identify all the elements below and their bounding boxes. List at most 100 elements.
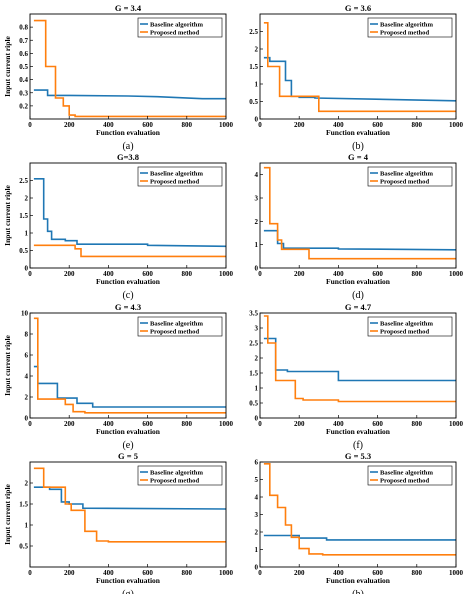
x-axis-label: Function evaluation xyxy=(326,576,391,585)
legend-label-proposed: Proposed method xyxy=(380,477,429,484)
y-tick-label: 2 xyxy=(255,529,259,537)
plot-frame xyxy=(259,312,457,419)
y-tick-label: 0 xyxy=(25,415,29,423)
y-tick-label: 1 xyxy=(25,522,29,530)
legend-label-baseline: Baseline algorithm xyxy=(150,320,203,327)
y-tick-label: 1 xyxy=(255,241,259,249)
x-tick-label: 400 xyxy=(333,270,344,278)
x-tick-label: 600 xyxy=(372,569,383,577)
legend-box xyxy=(137,17,223,38)
y-tick-label: 1 xyxy=(25,230,29,238)
x-tick-label: 200 xyxy=(64,569,75,577)
x-tick-label: 600 xyxy=(372,420,383,428)
subplot-2: G = 3.6 0 200 400 600 800 1000 0 0.5 1 1.5 2 2.5 Func… xyxy=(249,3,463,152)
x-axis-label: Function evaluation xyxy=(96,427,161,436)
legend-box xyxy=(137,465,223,486)
x-tick-label: 800 xyxy=(182,121,193,129)
plot-title: G = 5.3 xyxy=(345,451,371,461)
x-tick-label: 400 xyxy=(333,121,344,129)
x-tick-label: 0 xyxy=(258,270,262,278)
series-group xyxy=(263,462,456,556)
legend-label-proposed: Proposed method xyxy=(150,477,199,484)
y-tick-label: 1 xyxy=(255,546,259,554)
x-tick-label: 0 xyxy=(28,121,32,129)
x-axis-label: Function evaluation xyxy=(96,128,161,137)
y-tick-label: 10 xyxy=(21,310,29,318)
proposed-series-line xyxy=(33,244,226,258)
y-tick-label: 0.8 xyxy=(19,24,28,32)
subplot-4: G = 4 0 200 400 600 800 1000 0 1 2 3 4 Function eval… xyxy=(255,152,464,301)
panel-label: (f) xyxy=(353,440,363,451)
plot-frame xyxy=(259,162,457,269)
legend-label-baseline: Baseline algorithm xyxy=(380,170,433,177)
y-tick-label: 0.5 xyxy=(249,98,258,106)
subplot-5: G = 4.3 0 200 400 600 800 1000 0 2 4 6 8 10 Function … xyxy=(3,302,234,451)
series-group xyxy=(33,19,226,118)
baseline-series-line xyxy=(33,178,226,248)
plot-title: G = 4 xyxy=(348,152,369,162)
x-tick-label: 200 xyxy=(64,121,75,129)
x-tick-label: 1000 xyxy=(449,270,464,278)
x-tick-label: 1000 xyxy=(219,420,234,428)
x-tick-label: 400 xyxy=(333,569,344,577)
legend-box xyxy=(367,465,453,486)
plot-title: G=3.8 xyxy=(117,152,139,162)
plot-frame xyxy=(29,312,227,419)
y-tick-label: 3 xyxy=(255,195,259,203)
y-axis-label: Input current riple xyxy=(3,334,12,395)
legend-label-proposed: Proposed method xyxy=(380,29,429,36)
y-tick-label: 0.5 xyxy=(19,247,28,255)
y-tick-label: 2 xyxy=(25,394,29,402)
y-tick-label: 0.5 xyxy=(19,63,28,71)
x-tick-label: 600 xyxy=(372,270,383,278)
x-axis-label: Function evaluation xyxy=(326,427,391,436)
subplot-3: G=3.8 0 200 400 600 800 1000 0 0.5 1 1.5 2 2.5 Functi… xyxy=(3,152,234,301)
plot-title: G = 5 xyxy=(118,451,138,461)
x-tick-label: 0 xyxy=(258,121,262,129)
legend-label-baseline: Baseline algorithm xyxy=(150,469,203,476)
proposed-series-line xyxy=(263,21,456,113)
x-tick-label: 600 xyxy=(142,569,153,577)
legend-box xyxy=(137,316,223,337)
proposed-series-line xyxy=(263,315,456,403)
legend-label-baseline: Baseline algorithm xyxy=(150,21,203,28)
y-tick-label: 0 xyxy=(255,415,259,423)
proposed-series-line xyxy=(263,166,456,260)
y-tick-label: 2 xyxy=(25,195,29,203)
plot-frame xyxy=(29,461,227,568)
x-tick-label: 400 xyxy=(103,121,114,129)
x-tick-label: 0 xyxy=(28,420,32,428)
panel-label: (d) xyxy=(352,290,364,301)
baseline-series-line xyxy=(263,229,456,251)
y-tick-label: 6 xyxy=(255,459,259,467)
series-group xyxy=(33,317,226,414)
y-axis-label: Input current riple xyxy=(3,35,12,96)
x-tick-label: 400 xyxy=(103,420,114,428)
y-tick-label: 1.5 xyxy=(249,370,258,378)
legend-label-baseline: Baseline algorithm xyxy=(150,170,203,177)
x-tick-label: 1000 xyxy=(449,420,464,428)
x-tick-label: 0 xyxy=(28,569,32,577)
x-tick-label: 200 xyxy=(294,420,305,428)
y-tick-label: 1 xyxy=(255,81,259,89)
x-tick-label: 0 xyxy=(258,569,262,577)
legend-label-proposed: Proposed method xyxy=(380,178,429,185)
baseline-series-line xyxy=(263,337,456,382)
y-tick-label: 3 xyxy=(255,325,259,333)
legend-label-proposed: Proposed method xyxy=(150,29,199,36)
series-group xyxy=(33,178,226,258)
proposed-series-line xyxy=(263,462,456,556)
panel-label: (c) xyxy=(122,290,133,301)
series-group xyxy=(33,467,226,543)
subplot-8: G = 5.3 0 200 400 600 800 1000 0 1 2 3 4 5 6 Function … xyxy=(255,451,464,594)
series-group xyxy=(263,166,456,260)
x-tick-label: 1000 xyxy=(219,569,234,577)
y-tick-label: 8 xyxy=(25,331,29,339)
baseline-series-line xyxy=(263,534,456,541)
x-tick-label: 800 xyxy=(182,270,193,278)
legend-box xyxy=(367,316,453,337)
